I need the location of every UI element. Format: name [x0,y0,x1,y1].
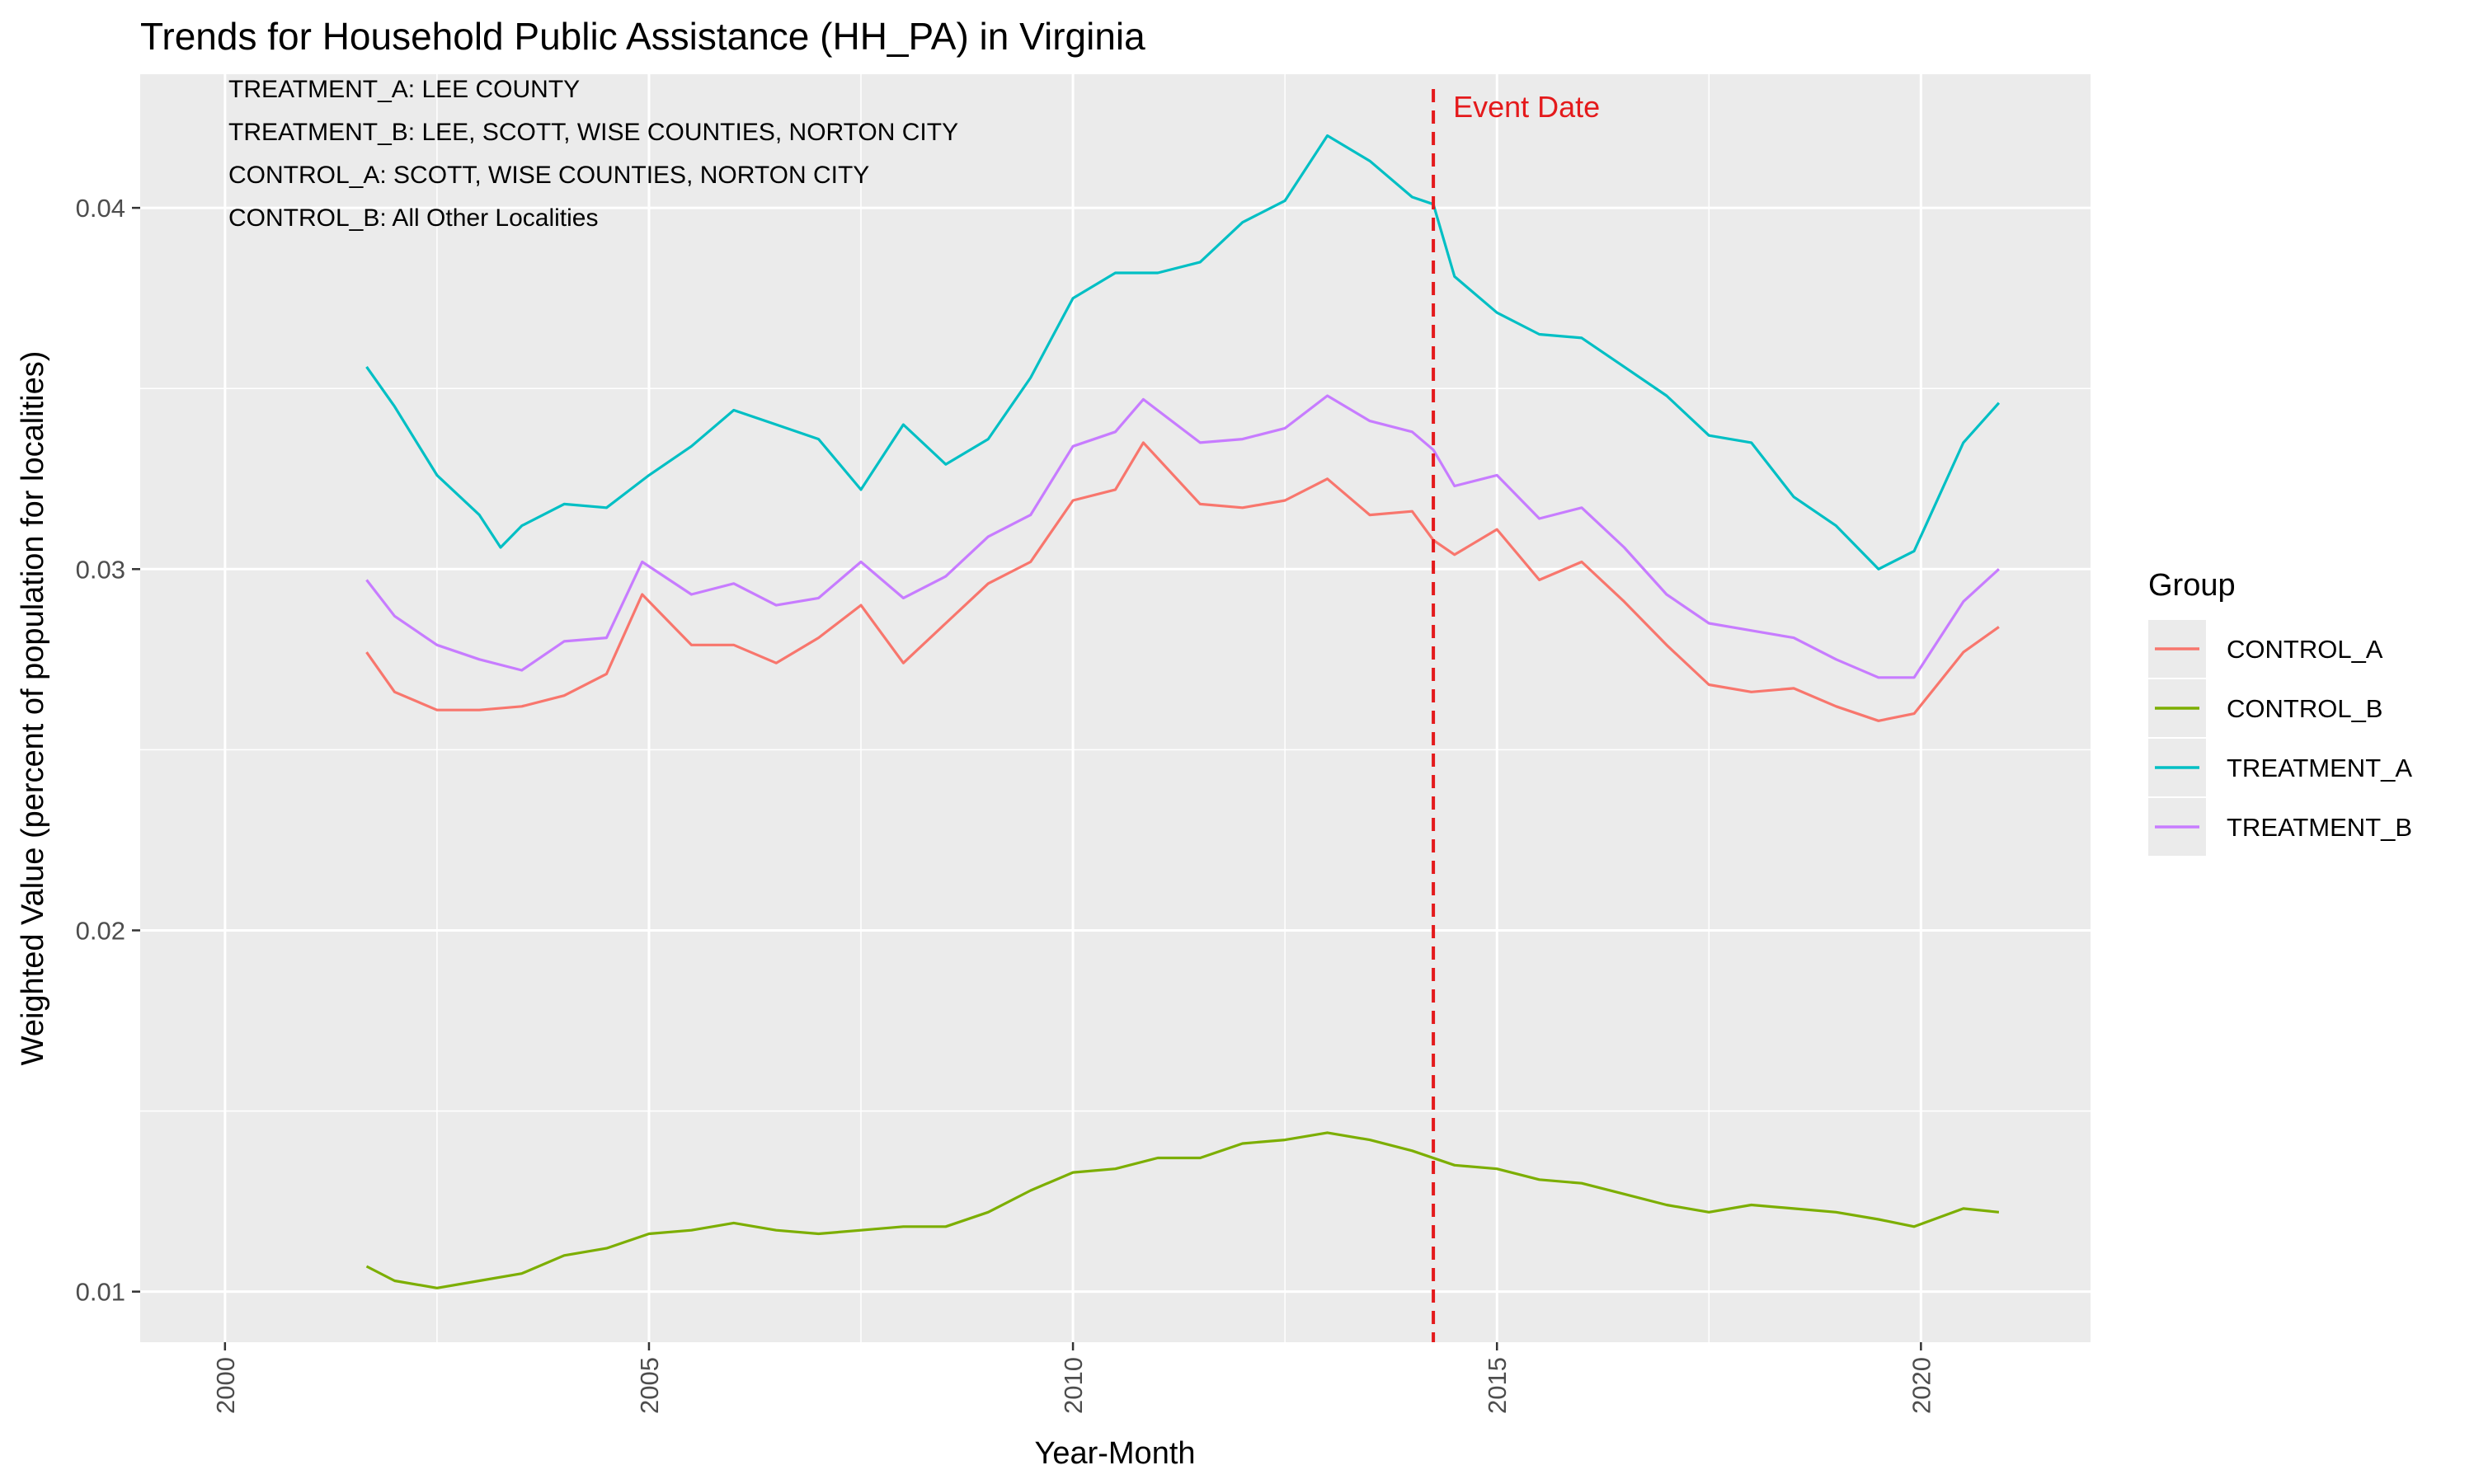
x-tick-label-1: 2005 [635,1357,664,1414]
x-axis-label: Year-Month [1034,1436,1195,1471]
annotation-treatment-b: TREATMENT_B: LEE, SCOTT, WISE COUNTIES, … [228,119,958,146]
plot-panel [140,74,2091,1342]
legend-item-label-3: TREATMENT_B [2227,813,2412,842]
legend-item-label-0: CONTROL_A [2227,635,2383,664]
grid-minor [140,74,2091,1342]
annotation-block: TREATMENT_A: LEE COUNTY TREATMENT_B: LEE… [228,76,958,232]
y-tick-label-3: 0.04 [76,194,125,223]
annotation-treatment-a: TREATMENT_A: LEE COUNTY [228,76,580,103]
series-line-treatment-a [365,134,2001,571]
series-line-control-a [365,441,2000,722]
y-axis: 0.01 0.02 0.03 0.04 [76,194,140,1307]
x-tick-label-3: 2015 [1483,1357,1512,1414]
y-axis-label: Weighted Value (percent of population fo… [16,351,50,1066]
x-axis: 2000 2005 2010 2015 2020 [211,1342,1935,1414]
series-line-treatment-b [365,394,2000,679]
x-tick-label-0: 2000 [211,1357,240,1414]
chart-title: Trends for Household Public Assistance (… [140,15,1145,58]
series-lines [365,134,2001,1289]
y-tick-label-1: 0.02 [76,916,125,945]
legend: Group CONTROL_A CONTROL_B TREATMENT_A TREAT… [2148,568,2412,856]
event-date-label: Event Date [1453,90,1600,124]
legend-item-label-1: CONTROL_B [2227,694,2382,723]
grid-major [140,74,2091,1342]
legend-title: Group [2148,568,2236,603]
y-tick-label-2: 0.03 [76,555,125,584]
x-tick-label-4: 2020 [1907,1357,1935,1414]
annotation-control-a: CONTROL_A: SCOTT, WISE COUNTIES, NORTON … [228,162,869,189]
x-tick-label-2: 2010 [1059,1357,1088,1414]
annotation-control-b: CONTROL_B: All Other Localities [228,204,599,232]
y-tick-label-0: 0.01 [76,1278,125,1307]
legend-item-label-2: TREATMENT_A [2227,754,2412,782]
series-line-control-b [365,1131,2000,1289]
